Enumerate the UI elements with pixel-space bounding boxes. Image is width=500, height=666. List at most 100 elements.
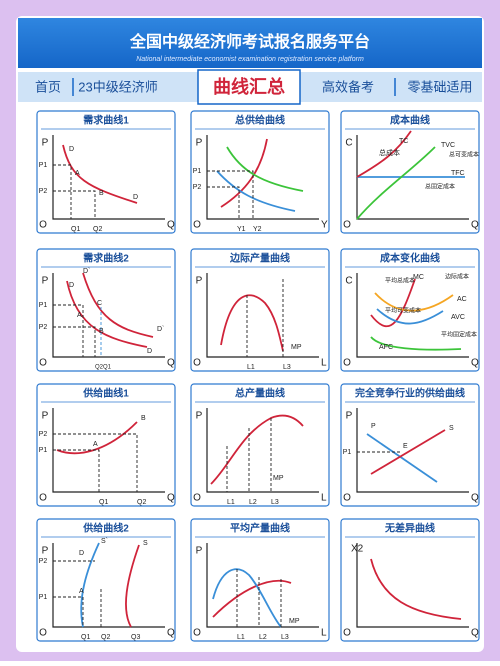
curve-label: B [141, 415, 146, 422]
curve-label: P1 [39, 302, 48, 309]
curve-label: L1 [237, 634, 245, 641]
curve-label: TVC [441, 142, 455, 149]
curve-label: Y1 [237, 226, 246, 233]
curve-label: AVC [451, 314, 465, 321]
nav-item: 首页 [35, 79, 61, 94]
curve-label: Q2Q1 [95, 365, 112, 371]
curve-label: P [196, 276, 203, 287]
curve-label: D [79, 550, 84, 557]
curve-label: TFC [451, 170, 465, 177]
curve-label: MC [413, 274, 424, 281]
curve-label: S` [101, 538, 108, 545]
curve-label: O [343, 628, 351, 639]
curve-label: MP [273, 475, 284, 482]
curve-label: A [75, 170, 80, 177]
curve-label: P [42, 411, 49, 422]
curve [220, 294, 284, 352]
curve-label: Q [167, 358, 175, 369]
curve-label: O [39, 493, 47, 504]
nav-item: 曲线汇总 [213, 76, 285, 97]
curve-label: P [196, 411, 203, 422]
curve [374, 292, 454, 312]
axes [356, 408, 469, 493]
curve-label: P1 [193, 168, 202, 175]
curve-label: Q2 [101, 634, 110, 641]
curve [125, 544, 140, 628]
card-title: 供给曲线1 [82, 387, 129, 400]
chart-card: 总产量曲线 P MP O L1 L2 L3 L [190, 383, 330, 507]
axes [356, 273, 469, 358]
curve-label: O [193, 493, 201, 504]
nav-active [197, 69, 301, 105]
curve-label: P2 [39, 558, 48, 565]
chart-card: 供给曲线1 P P2 P1 B A O Q1 Q2 Q [36, 383, 176, 507]
header-title: 全国中级经济师考试报名服务平台 [129, 32, 370, 51]
guide-line [53, 304, 84, 357]
axes [52, 408, 165, 493]
guide-line [207, 170, 254, 219]
curve-label: TC [399, 138, 408, 145]
curve-label: L [321, 493, 327, 504]
curve-label: 总固定成本 [425, 183, 455, 191]
curve-label: L [321, 358, 327, 369]
curve-label: 边际成本 [445, 273, 469, 281]
curve-label: D [69, 146, 74, 153]
card-title: 供给曲线2 [82, 522, 129, 535]
card-title: 无差异曲线 [384, 522, 435, 535]
curve-label: P [196, 138, 203, 149]
nav-item: 高效备考 [322, 79, 374, 94]
card-frame [190, 518, 330, 642]
curve-label: P [42, 546, 49, 557]
curve [356, 130, 412, 178]
curve-label: L1 [227, 499, 235, 506]
chart-card: 成本曲线 C TC 总成本 TVC 总可变成本 TFC 总固定成本 O Q [340, 110, 480, 234]
guide-line [53, 190, 96, 219]
chart-card: 边际产量曲线 P MP O L1 L3 L [190, 248, 330, 372]
curve-label: P1 [39, 594, 48, 601]
card-title: 边际产量曲线 [229, 252, 290, 265]
curve-label: A [93, 441, 98, 448]
curve-label: O [39, 628, 47, 639]
card-title: 需求曲线2 [83, 252, 129, 265]
curve-label: O [343, 493, 351, 504]
curve-label: 平均总成本 [385, 277, 415, 285]
curve-label: MP [289, 618, 300, 625]
curve [366, 433, 438, 483]
curve [212, 579, 292, 618]
curve-label: 总可变成本 [449, 151, 479, 159]
curve-label: P2 [39, 324, 48, 331]
curve-label: O [39, 358, 47, 369]
axes [52, 273, 165, 358]
curve-label: O [343, 358, 351, 369]
curve-label: P1 [39, 447, 48, 454]
curve-label: Q [471, 358, 479, 369]
curve [216, 170, 296, 212]
card-title: 成本曲线 [390, 114, 430, 127]
nav-item: 零基础适用 [407, 79, 472, 94]
curve-label: AFC [379, 344, 393, 351]
curve-label: L1 [247, 364, 255, 371]
curve [82, 272, 154, 338]
curve-label: L [321, 628, 327, 639]
curve-label: AC [457, 296, 467, 303]
curve-label: O [193, 358, 201, 369]
curve-label: L3 [283, 364, 291, 371]
curve-label: P2 [39, 431, 48, 438]
curve-label: P [346, 411, 353, 422]
card-frame [340, 110, 480, 234]
guide-line [53, 433, 138, 492]
curve-label: A [79, 588, 84, 595]
curve-label: C [345, 138, 352, 149]
guide-line [53, 596, 84, 627]
curve-label: C [97, 300, 102, 307]
curve [356, 146, 436, 220]
axes [356, 543, 469, 628]
chart-card: 需求曲线1 P P1 P2 D A B D O Q1 Q2 Q [36, 110, 176, 234]
curve-label: Q2 [93, 226, 102, 233]
chart-card: 总供给曲线 P P1 P2 O Y1 Y2 Y [190, 110, 330, 234]
card-title: 平均产量曲线 [230, 522, 290, 535]
